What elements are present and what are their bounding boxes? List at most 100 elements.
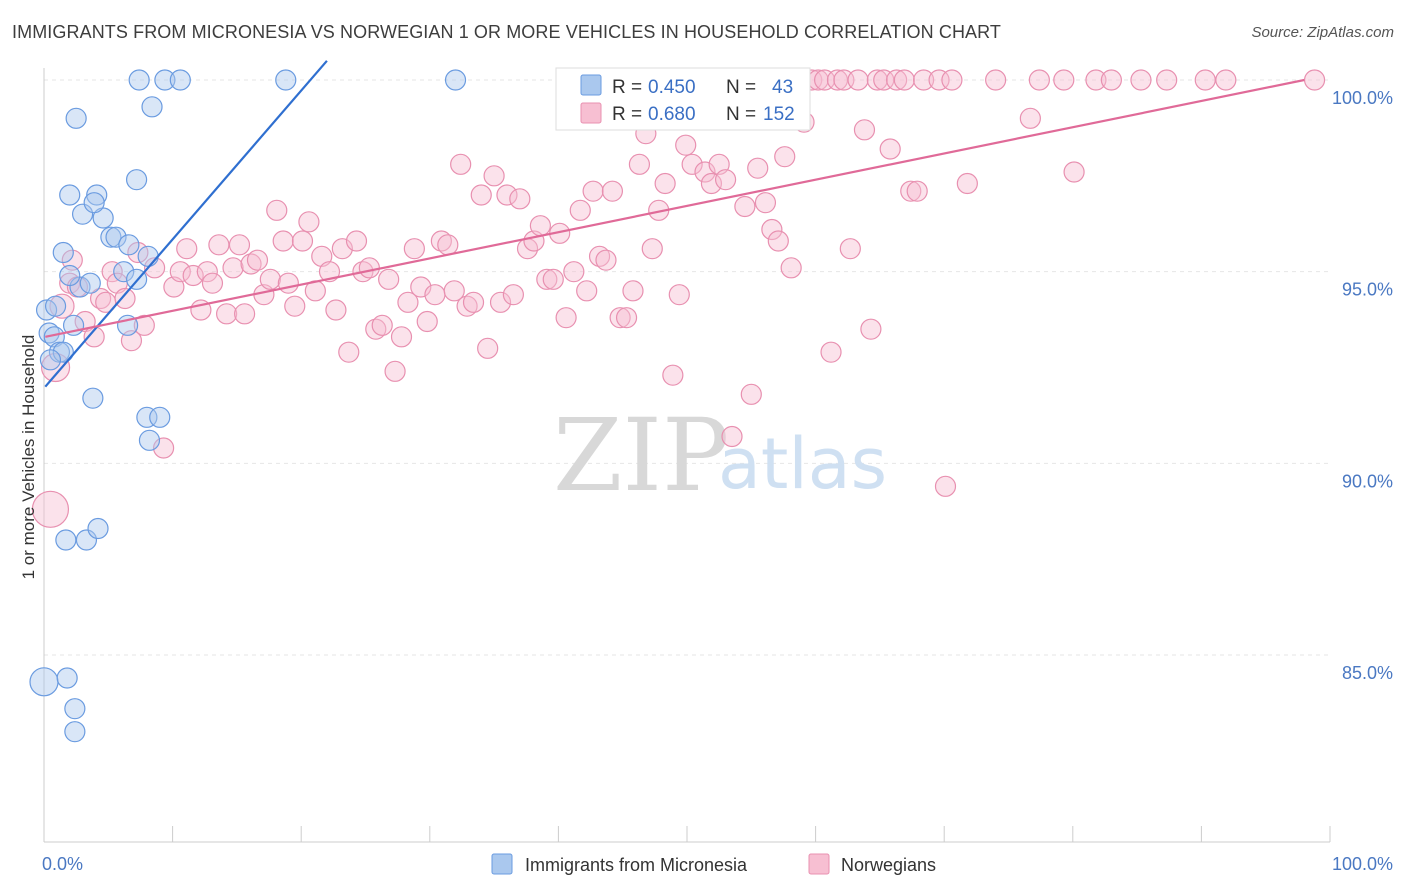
- pink-point-68: [489, 291, 512, 313]
- bottom-legend-pink-label: Norwegians: [841, 855, 936, 875]
- pink-point-65: [470, 184, 492, 206]
- blue-point-30: [71, 203, 94, 225]
- pink-point-43: [325, 299, 347, 321]
- blue-point-10: [138, 429, 161, 451]
- blue-point-29: [137, 245, 159, 267]
- pink-point-12: [114, 287, 136, 310]
- blue-point-34: [83, 192, 105, 214]
- blue-point-36: [65, 107, 87, 129]
- pink-point-19: [169, 261, 191, 283]
- blue-point-26: [100, 226, 122, 248]
- blue-point-3: [64, 721, 86, 743]
- blue-point-28: [118, 234, 140, 256]
- pink-point-108: [754, 192, 777, 214]
- blue-point-15: [39, 349, 62, 371]
- blue-point-0: [29, 667, 59, 697]
- legend-blue-r-label: R =: [612, 77, 642, 98]
- legend-blue-n-value: 43: [772, 77, 793, 98]
- pink-point-93: [654, 172, 676, 195]
- norwegians-points: [31, 69, 1326, 528]
- pink-point-135: [941, 69, 963, 91]
- bottom-legend-blue-swatch: [491, 853, 513, 875]
- pink-point-136: [956, 172, 978, 195]
- pink-point-48: [358, 257, 380, 279]
- pink-point-30: [240, 253, 262, 275]
- pink-point-118: [820, 341, 842, 363]
- pink-point-45: [338, 341, 360, 363]
- pink-point-79: [563, 261, 585, 283]
- pink-point-21: [182, 264, 204, 287]
- pink-point-4: [61, 249, 83, 271]
- pink-point-50: [371, 314, 393, 336]
- pink-point-63: [456, 295, 478, 317]
- pink-point-54: [397, 291, 419, 313]
- y-tick-label-1: 90.0%: [1342, 471, 1393, 491]
- pink-point-39: [298, 211, 320, 233]
- axes: [43, 68, 1331, 843]
- pink-point-147: [1215, 69, 1237, 91]
- blue-point-32: [59, 184, 81, 206]
- pink-point-25: [208, 234, 230, 256]
- pink-point-125: [866, 69, 888, 91]
- pink-point-89: [628, 153, 651, 175]
- pink-point-88: [622, 280, 644, 302]
- pink-point-64: [462, 291, 485, 313]
- pink-point-117: [814, 69, 836, 91]
- pink-point-144: [1130, 69, 1152, 91]
- pink-point-137: [985, 69, 1007, 91]
- pink-point-148: [1303, 69, 1326, 91]
- pink-point-27: [222, 257, 244, 279]
- pink-point-28: [228, 234, 251, 256]
- micronesia-points: [29, 69, 467, 743]
- watermark-zip: ZIP: [553, 397, 729, 514]
- pink-point-1: [40, 352, 71, 383]
- blue-point-2: [64, 698, 86, 720]
- x-tick-label-0: 0.0%: [42, 854, 83, 874]
- pink-point-85: [601, 180, 624, 202]
- blue-point-37: [141, 96, 163, 118]
- blue-point-4: [55, 529, 77, 551]
- pink-point-35: [272, 230, 294, 252]
- blue-point-42: [444, 69, 467, 91]
- pink-point-94: [662, 364, 684, 386]
- y-tick-label-0: 85.0%: [1342, 663, 1393, 683]
- pink-point-132: [913, 69, 935, 91]
- blue-point-38: [128, 69, 150, 91]
- blue-point-7: [82, 387, 104, 409]
- pink-point-141: [1063, 161, 1085, 183]
- y-tick-label-2: 95.0%: [1342, 280, 1393, 300]
- pink-point-78: [555, 307, 577, 329]
- pink-point-49: [365, 318, 387, 340]
- y-tick-label-3: 100.0%: [1332, 88, 1393, 108]
- pink-point-86: [609, 307, 631, 329]
- pink-point-20: [176, 238, 198, 260]
- blue-point-39: [154, 69, 176, 91]
- pink-point-127: [879, 138, 901, 160]
- bottom-legend-blue-label: Immigrants from Micronesia: [525, 855, 748, 875]
- pink-point-69: [496, 184, 518, 206]
- pink-point-23: [196, 261, 218, 283]
- blue-point-14: [52, 341, 74, 363]
- pink-point-138: [1019, 107, 1041, 129]
- pink-point-105: [734, 195, 756, 218]
- pink-point-58: [424, 284, 446, 306]
- blue-point-33: [86, 184, 108, 206]
- blue-point-6: [87, 517, 109, 540]
- pink-point-121: [839, 238, 861, 260]
- y-axis-label: 1 or more Vehicles in Household: [19, 335, 38, 580]
- pink-point-82: [582, 180, 604, 202]
- pink-point-51: [378, 268, 400, 290]
- pink-point-42: [318, 261, 341, 283]
- pink-point-130: [900, 180, 922, 202]
- pink-point-97: [681, 153, 703, 175]
- pink-point-145: [1156, 69, 1178, 91]
- blue-point-21: [79, 272, 101, 294]
- pink-point-110: [767, 230, 789, 252]
- blue-point-25: [52, 241, 74, 264]
- blue-point-40: [169, 69, 191, 91]
- legend-pink-swatch: [580, 102, 602, 124]
- blue-point-9: [149, 406, 171, 428]
- pink-point-37: [284, 295, 306, 317]
- legend-pink-r-value: 0.680: [648, 104, 696, 125]
- pink-point-24: [201, 272, 224, 294]
